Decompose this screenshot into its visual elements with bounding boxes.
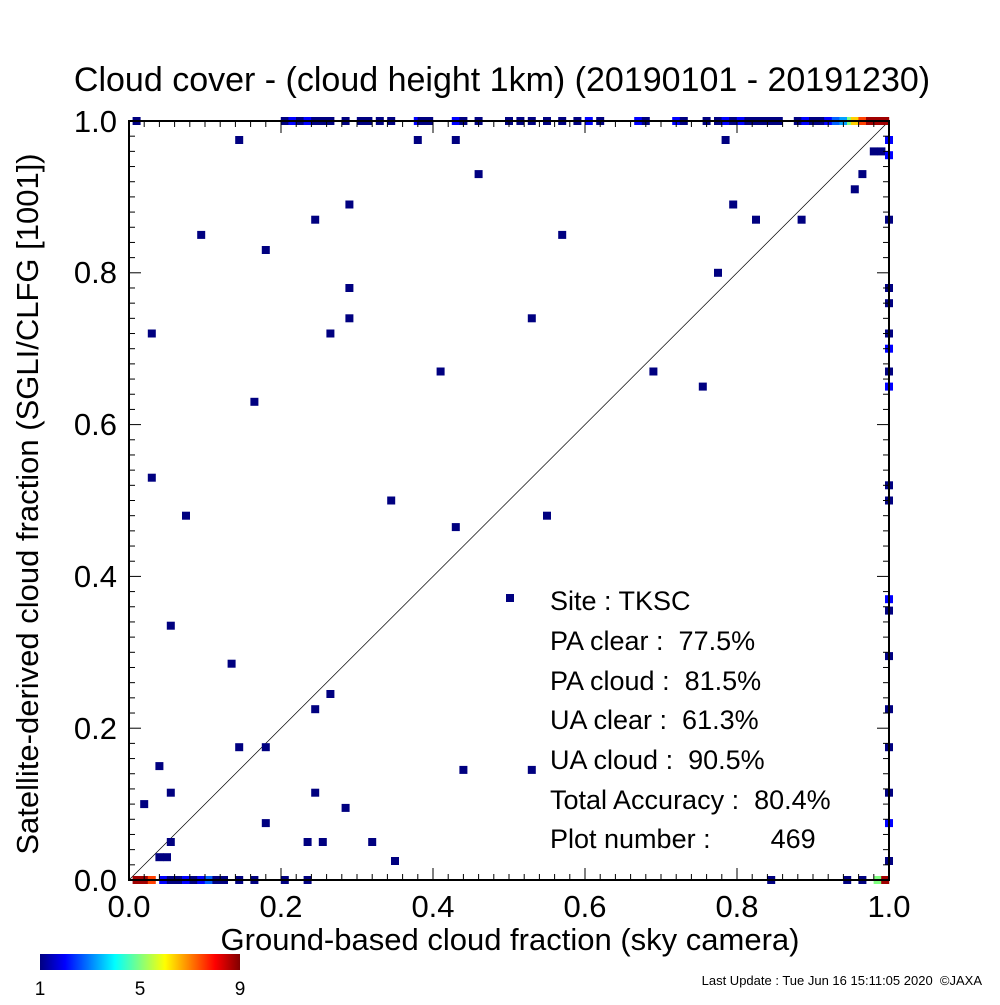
data-point — [368, 838, 377, 846]
x-axis-label: Ground-based cloud fraction (sky camera) — [221, 922, 800, 957]
data-point — [345, 314, 354, 323]
data-point — [387, 496, 396, 505]
data-point — [558, 230, 567, 239]
x-tick-labels: 0.0 0.2 0.4 0.6 0.8 1.0 — [107, 889, 910, 924]
data-point — [858, 170, 867, 179]
data-point — [543, 511, 551, 520]
legend-plot-number: Plot number : 469 — [550, 824, 816, 854]
data-point — [752, 215, 760, 224]
data-point — [797, 215, 806, 224]
data-point — [261, 819, 270, 828]
chart-title: Cloud cover - (cloud height 1km) (201901… — [74, 61, 930, 99]
data-point — [341, 803, 350, 812]
legend-site: Site : TKSC — [550, 586, 691, 616]
y-tick-labels: 0.0 0.2 0.4 0.6 0.8 1.0 — [74, 104, 117, 898]
data-point — [261, 246, 270, 254]
colorbar-gradient — [40, 954, 240, 970]
data-point — [451, 523, 460, 532]
data-point — [877, 147, 886, 156]
x-tick-label: 0.6 — [563, 889, 606, 924]
data-point — [140, 800, 149, 809]
data-point — [235, 136, 244, 144]
colorbar-mid-label: 5 — [135, 979, 146, 1000]
plot-frame — [128, 120, 890, 881]
data-point — [166, 621, 175, 630]
data-point — [311, 788, 320, 797]
legend-marker — [506, 594, 514, 602]
data-point — [163, 853, 171, 862]
data-point — [649, 367, 658, 376]
data-point — [527, 314, 536, 323]
data-point — [197, 230, 206, 239]
data-point — [235, 743, 244, 752]
data-point — [182, 511, 190, 520]
data-point — [250, 397, 259, 406]
data-point — [155, 762, 164, 771]
data-point — [326, 690, 335, 698]
data-point — [227, 659, 236, 668]
legend-total-accuracy: Total Accuracy : 80.4% — [550, 785, 831, 815]
data-point — [303, 838, 312, 846]
data-point — [311, 215, 320, 224]
data-point — [729, 200, 738, 209]
data-point — [391, 857, 399, 865]
last-update-footer: Last Update : Tue Jun 16 15:11:05 2020 ©… — [702, 973, 983, 988]
data-point — [166, 788, 175, 797]
data-point — [721, 136, 730, 144]
data-point — [474, 170, 483, 179]
legend: Site : TKSC PA clear : 77.5% PA cloud : … — [506, 586, 831, 854]
x-tick-label: 1.0 — [867, 889, 910, 924]
one-to-one-line — [128, 120, 890, 881]
data-point — [850, 185, 859, 194]
colorbar-min-label: 1 — [35, 979, 46, 1000]
data-point — [527, 765, 536, 774]
data-point — [345, 200, 354, 209]
y-tick-label: 0.6 — [74, 407, 117, 442]
colorbar-max-label: 9 — [235, 979, 246, 1000]
x-tick-label: 0.0 — [107, 889, 150, 924]
y-tick-label: 0.4 — [74, 559, 117, 594]
legend-pa-clear: PA clear : 77.5% — [550, 626, 755, 656]
data-point — [413, 136, 422, 144]
x-tick-label: 0.4 — [411, 889, 454, 924]
y-tick-label: 0.0 — [74, 863, 117, 898]
data-point — [311, 705, 320, 714]
data-point — [869, 147, 878, 156]
data-point — [318, 838, 327, 846]
data-point — [714, 268, 722, 277]
legend-ua-clear: UA clear : 61.3% — [550, 705, 759, 735]
data-point — [166, 838, 175, 846]
data-point — [459, 765, 468, 774]
data-point — [698, 382, 707, 391]
colorbar: 1 5 9 — [35, 954, 246, 1000]
y-tick-label: 0.2 — [74, 711, 117, 746]
legend-pa-cloud: PA cloud : 81.5% — [550, 666, 761, 696]
y-axis-label: Satellite-derived cloud fraction (SGLI/C… — [10, 153, 45, 854]
data-point — [345, 284, 354, 292]
y-tick-label: 1.0 — [74, 104, 117, 139]
data-point — [326, 329, 335, 338]
data-point — [155, 853, 164, 862]
data-point — [147, 329, 156, 338]
x-tick-label: 0.2 — [259, 889, 302, 924]
data-points — [132, 117, 893, 884]
data-point — [261, 743, 270, 752]
data-point — [147, 473, 156, 482]
diagonal-reference-line — [128, 120, 890, 881]
y-tick-label: 0.8 — [74, 255, 117, 290]
x-tick-label: 0.8 — [715, 889, 758, 924]
data-point — [451, 136, 460, 144]
legend-ua-cloud: UA cloud : 90.5% — [550, 745, 765, 775]
data-point — [436, 367, 445, 376]
